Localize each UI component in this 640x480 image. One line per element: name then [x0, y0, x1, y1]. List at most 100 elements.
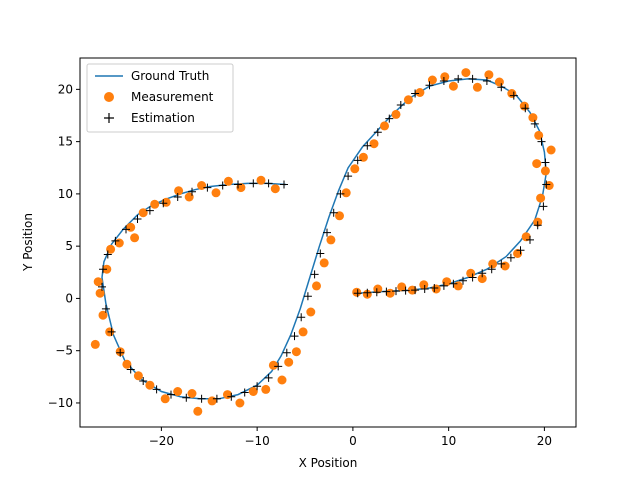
measurement-point — [335, 211, 344, 221]
measurement-point — [500, 261, 510, 271]
estimation-point — [264, 373, 273, 382]
measurement-point — [306, 307, 316, 317]
measurement-point — [145, 380, 155, 390]
estimation-point — [506, 253, 515, 262]
measurement-point — [150, 199, 160, 209]
estimation-point — [297, 313, 306, 322]
measurement-point — [312, 281, 321, 291]
measurement-point — [291, 347, 301, 357]
estimation-point — [316, 249, 325, 258]
y-tick-label: 15 — [58, 135, 73, 149]
estimation-point — [282, 348, 291, 357]
estimation-point — [420, 285, 429, 293]
estimation-point — [468, 273, 477, 282]
measurement-point — [528, 113, 538, 123]
measurement-point — [268, 360, 278, 370]
estimation-point — [497, 259, 506, 268]
measurement-point — [161, 197, 171, 207]
measurement-point — [133, 371, 143, 381]
measurement-point — [494, 77, 504, 87]
measurement-point — [90, 339, 100, 349]
estimation-point — [439, 77, 448, 85]
estimation-point — [541, 158, 550, 167]
y-tick-label: −10 — [48, 396, 73, 410]
measurement-point — [461, 68, 471, 78]
estimation-point — [533, 221, 542, 230]
measurement-point — [256, 175, 266, 185]
legend-label-estimation: Estimation — [131, 111, 195, 125]
estimation-point — [99, 265, 107, 274]
estimation-point — [509, 91, 518, 100]
measurement-point — [403, 95, 413, 105]
estimation-point — [372, 288, 381, 297]
estimation-point — [363, 141, 372, 150]
ticks-layer: −20 −10 0 10 20 −10 −5 0 5 10 15 20 — [48, 82, 552, 448]
estimation-point — [411, 89, 420, 98]
measurement-point — [187, 389, 197, 398]
estimation-point — [167, 390, 175, 399]
measurement-point — [350, 164, 360, 174]
measurement-point — [373, 284, 383, 294]
estimation-point — [159, 199, 168, 208]
y-axis-label: Y Position — [21, 213, 35, 272]
measurement-point — [98, 310, 108, 320]
measurement-point — [160, 394, 170, 404]
x-tick-label: −20 — [149, 434, 174, 448]
estimation-point — [449, 279, 458, 288]
measurement-point — [448, 81, 458, 91]
measurement-point — [138, 208, 148, 218]
estimation-point — [323, 228, 331, 237]
measurement-point — [536, 193, 546, 203]
measurement-point — [466, 268, 476, 278]
estimation-point — [487, 265, 496, 274]
measurement-point — [519, 101, 529, 111]
estimation-point — [396, 101, 405, 109]
estimation-point — [516, 246, 525, 255]
estimation-point — [145, 206, 154, 215]
estimation-point — [111, 236, 120, 245]
estimation-point — [392, 287, 400, 296]
estimation-point — [240, 388, 249, 397]
estimation-point — [363, 288, 372, 297]
measurement-point — [358, 152, 368, 162]
legend-box — [86, 63, 234, 133]
measurement-point — [544, 181, 554, 190]
measurement-point — [173, 387, 183, 396]
estimation-point — [253, 382, 262, 391]
estimation-point — [122, 225, 130, 234]
estimation-point — [425, 81, 434, 90]
measurement-point — [352, 287, 362, 297]
estimation-point — [542, 180, 551, 189]
estimation-point — [227, 392, 236, 401]
measurement-point — [270, 184, 280, 194]
estimation-point — [482, 77, 491, 85]
measurement-point — [513, 249, 523, 258]
measurement-point — [130, 233, 140, 243]
estimation-point — [430, 284, 439, 292]
measurement-point — [385, 288, 395, 298]
series-layer — [90, 68, 556, 416]
estimation-point — [139, 377, 148, 385]
estimation-point — [182, 393, 191, 402]
estimation-point — [290, 332, 299, 341]
measurement-point — [193, 406, 203, 416]
estimation-point — [353, 289, 362, 298]
estimation-point — [197, 394, 206, 403]
estimation-point — [382, 287, 391, 296]
measurement-point — [298, 327, 308, 337]
measurement-point — [477, 274, 487, 284]
estimation-point — [249, 179, 258, 188]
measurement-point — [277, 375, 287, 385]
x-tick-label: 20 — [537, 434, 552, 448]
measurement-point — [174, 186, 184, 196]
measurement-point — [326, 235, 336, 245]
x-tick-label: −10 — [244, 434, 269, 448]
estimation-point — [344, 172, 353, 181]
estimation-point — [411, 286, 420, 295]
estimation-point — [133, 215, 142, 223]
estimation-point — [526, 235, 534, 244]
measurement-point — [207, 396, 217, 406]
estimation-point — [188, 187, 196, 196]
legend-label-ground-truth: Ground Truth — [131, 69, 209, 83]
